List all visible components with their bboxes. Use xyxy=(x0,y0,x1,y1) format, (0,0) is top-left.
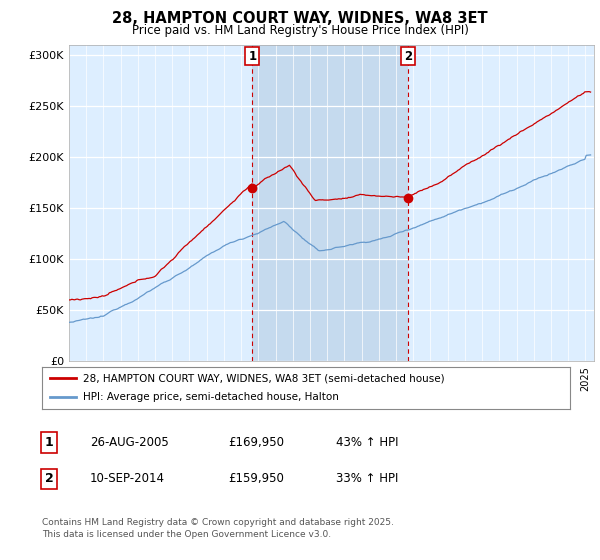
Text: 43% ↑ HPI: 43% ↑ HPI xyxy=(336,436,398,449)
Text: 28, HAMPTON COURT WAY, WIDNES, WA8 3ET: 28, HAMPTON COURT WAY, WIDNES, WA8 3ET xyxy=(112,11,488,26)
Text: HPI: Average price, semi-detached house, Halton: HPI: Average price, semi-detached house,… xyxy=(83,393,339,403)
Text: 28, HAMPTON COURT WAY, WIDNES, WA8 3ET (semi-detached house): 28, HAMPTON COURT WAY, WIDNES, WA8 3ET (… xyxy=(83,373,445,383)
Text: Price paid vs. HM Land Registry's House Price Index (HPI): Price paid vs. HM Land Registry's House … xyxy=(131,24,469,36)
Bar xyxy=(253,45,408,361)
Text: 1: 1 xyxy=(45,436,53,449)
Text: 2: 2 xyxy=(404,49,412,63)
Text: 2: 2 xyxy=(45,472,53,486)
Text: £169,950: £169,950 xyxy=(228,436,284,449)
Text: 26-AUG-2005: 26-AUG-2005 xyxy=(90,436,169,449)
Text: £159,950: £159,950 xyxy=(228,472,284,486)
Text: 10-SEP-2014: 10-SEP-2014 xyxy=(90,472,165,486)
Text: Contains HM Land Registry data © Crown copyright and database right 2025.
This d: Contains HM Land Registry data © Crown c… xyxy=(42,518,394,539)
Text: 1: 1 xyxy=(248,49,256,63)
Text: 33% ↑ HPI: 33% ↑ HPI xyxy=(336,472,398,486)
